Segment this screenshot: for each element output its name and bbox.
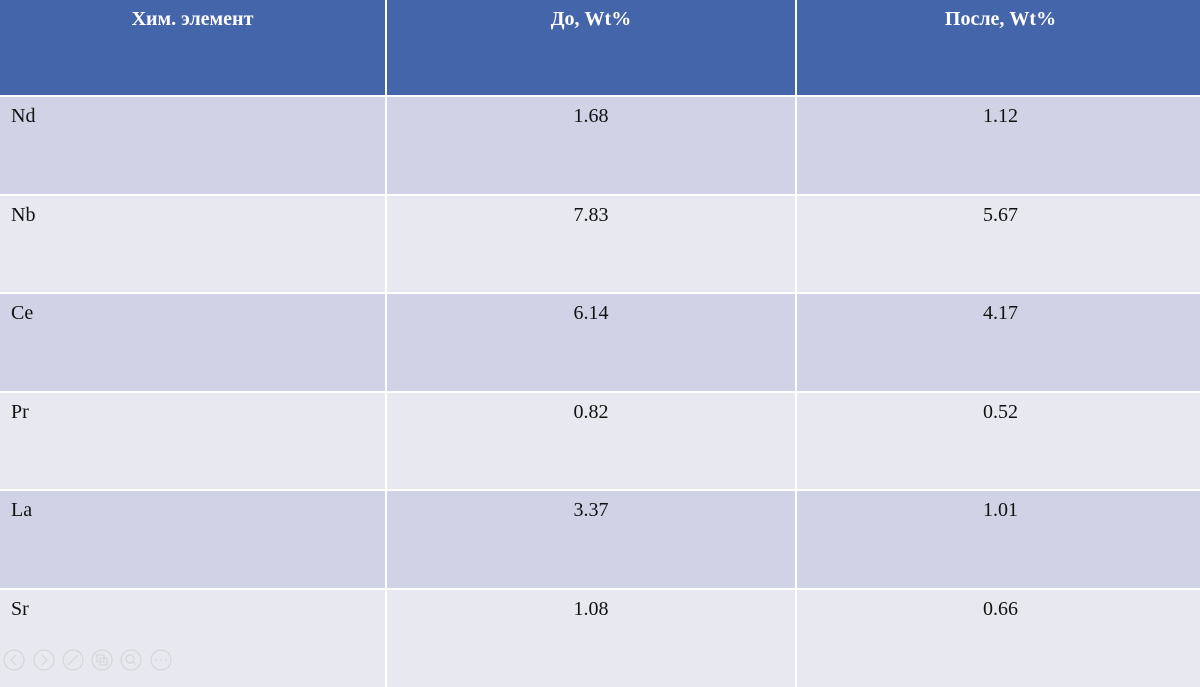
element-cell: Nb [0,195,385,293]
element-cell: La [0,491,385,588]
header-cell: Хим. элемент [0,0,385,95]
value-cell: 6.14 [387,294,795,391]
value-cell: 1.08 [387,589,795,687]
next-button[interactable] [33,649,55,671]
value-cell: 5.67 [797,195,1200,293]
header-cell: После, Wt% [797,0,1200,95]
element-cell: Sr [0,589,385,687]
element-cell: Nd [0,97,385,194]
value-cell: 0.82 [387,392,795,490]
pen-button[interactable] [62,649,84,671]
presentation-controls [3,649,172,671]
prev-button[interactable] [3,649,25,671]
value-cell: 1.12 [797,97,1200,194]
element-cell: Ce [0,294,385,391]
value-cell: 0.66 [797,589,1200,687]
element-cell: Pr [0,392,385,490]
value-cell: 1.01 [797,491,1200,588]
more-button[interactable] [150,649,172,671]
value-cell: 1.68 [387,97,795,194]
slides-button[interactable] [91,649,113,671]
value-cell: 4.17 [797,294,1200,391]
value-cell: 7.83 [387,195,795,293]
value-cell: 0.52 [797,392,1200,490]
zoom-button[interactable] [120,649,142,671]
value-cell: 3.37 [387,491,795,588]
header-cell: До, Wt% [387,0,795,95]
